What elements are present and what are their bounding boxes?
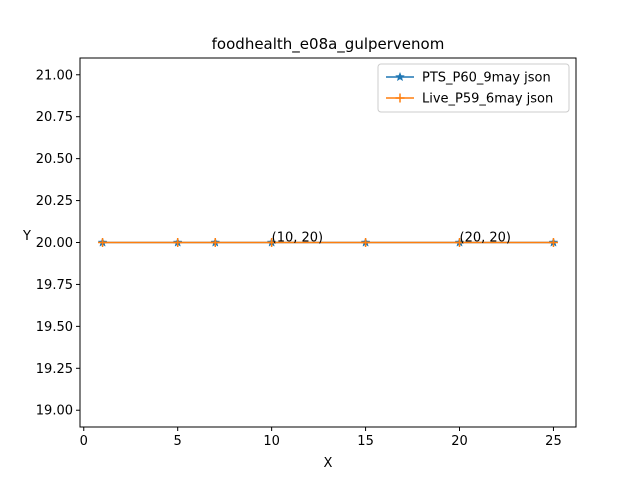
y-tick-label: 20.75 [36,110,73,125]
y-tick-label: 20.50 [36,152,73,167]
y-tick-label: 19.25 [36,362,73,377]
data-point [455,238,465,247]
y-tick-label: 19.75 [36,278,73,293]
y-tick-label: 19.00 [36,404,73,419]
data-point [173,238,183,247]
point-annotation: (20, 20) [460,231,512,246]
legend: PTS_P60_9may json Live_P59_6may json [377,63,570,113]
point-annotation: (10, 20) [272,231,324,246]
legend-marker [395,71,405,82]
y-axis-label: Y [22,229,31,244]
data-point [548,238,558,247]
x-axis-label: X [324,456,333,471]
data-point [267,238,277,247]
data-point [98,238,108,247]
data-point [361,238,371,247]
x-tick-label: 0 [80,434,88,449]
legend-item: PTS_P60_9may json [386,71,551,86]
x-tick-label: 15 [357,434,374,449]
legend-label: PTS_P60_9may json [422,71,551,86]
x-tick-label: 10 [263,434,280,449]
x-tick-label: 5 [174,434,182,449]
y-tick-label: 19.50 [36,320,73,335]
legend-marker [395,93,405,103]
y-tick-label: 20.00 [36,236,73,251]
x-tick-label: 20 [451,434,468,449]
legend-box [377,63,570,113]
legend-item: Live_P59_6may json [386,92,553,107]
y-tick-label: 20.25 [36,194,73,209]
series-2 [98,238,558,247]
data-point [210,238,220,247]
legend-label: Live_P59_6may json [422,92,553,107]
y-tick-label: 21.00 [36,68,73,83]
x-tick-label: 25 [545,434,562,449]
chart-title: foodhealth_e08a_gulpervenom [212,35,445,54]
plot-area: 0 5 10 15 20 25 19.00 19.25 19.50 19.75 20.00 20.25… [36,57,577,449]
